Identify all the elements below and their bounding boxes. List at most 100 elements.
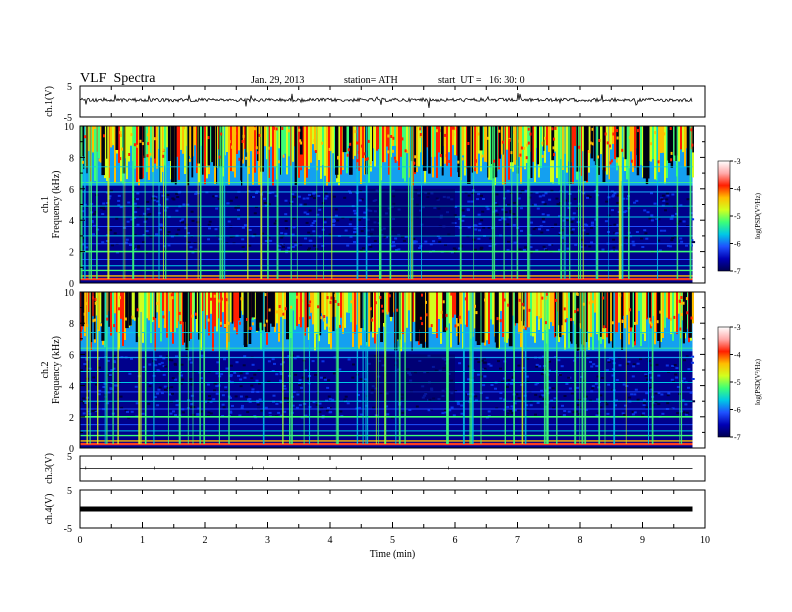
hf-column	[250, 126, 252, 152]
hot-spot	[401, 137, 404, 141]
noise-speck	[536, 401, 540, 404]
noise-speck	[229, 410, 233, 413]
noise-speck	[207, 223, 211, 226]
hot-spot	[94, 318, 97, 322]
noise-speck	[611, 374, 615, 377]
noise-speck	[642, 398, 646, 401]
noise-speck	[190, 210, 194, 213]
hf-column	[110, 292, 112, 336]
noise-speck	[640, 237, 643, 240]
noise-speck	[267, 380, 271, 383]
noise-speck	[644, 375, 648, 377]
noise-speck	[513, 409, 517, 412]
hot-spot	[524, 327, 527, 331]
hot-spot	[392, 136, 395, 140]
hot-spot	[326, 311, 329, 315]
dark-streak	[154, 292, 157, 319]
noise-speck	[666, 244, 670, 247]
hf-column	[324, 292, 326, 330]
noise-speck	[558, 231, 562, 234]
hot-spot	[493, 159, 495, 163]
noise-speck	[466, 209, 470, 212]
hf-column	[626, 292, 628, 315]
hot-spot	[545, 292, 548, 296]
hot-spot	[357, 151, 360, 154]
noise-speck	[306, 213, 310, 216]
noise-speck	[458, 247, 462, 250]
noise-speck	[296, 393, 300, 396]
hf-column	[460, 292, 462, 325]
noise-speck	[343, 398, 347, 401]
hot-spot	[452, 126, 455, 130]
hf-column	[626, 126, 628, 180]
hf-column	[456, 126, 458, 156]
noise-speck	[212, 398, 216, 401]
noise-speck	[477, 213, 481, 216]
noise-speck	[274, 194, 278, 197]
noise-speck	[671, 193, 675, 196]
noise-speck	[352, 209, 356, 212]
noise-speck	[142, 366, 146, 368]
panel-ylabel: ch.2	[40, 362, 51, 379]
noise-speck	[485, 205, 489, 208]
hf-column	[354, 126, 356, 156]
noise-speck	[674, 373, 678, 376]
noise-speck	[535, 363, 539, 366]
noise-speck	[99, 206, 103, 209]
noise-speck	[327, 379, 331, 382]
noise-speck	[553, 397, 557, 400]
hot-spot	[503, 298, 506, 302]
waveform-3	[79, 455, 706, 482]
hf-column	[552, 292, 554, 326]
noise-speck	[480, 246, 484, 249]
hot-spot	[606, 141, 609, 145]
y-tick-label: 4	[69, 216, 74, 227]
noise-speck	[454, 206, 458, 208]
noise-speck	[107, 391, 111, 394]
hf-column	[312, 126, 314, 145]
noise-speck	[633, 411, 637, 414]
noise-speck	[567, 206, 571, 209]
noise-speck	[229, 374, 233, 377]
noise-speck	[106, 402, 110, 405]
noise-speck	[480, 219, 484, 222]
noise-speck	[304, 237, 307, 240]
noise-speck	[542, 220, 546, 223]
noise-speck	[495, 213, 499, 216]
noise-speck	[153, 197, 157, 200]
noise-speck	[164, 389, 167, 391]
noise-speck	[676, 386, 680, 388]
noise-speck	[511, 379, 515, 382]
hot-spot	[256, 151, 259, 155]
noise-speck	[308, 209, 312, 212]
noise-speck	[432, 240, 436, 243]
dark-streak	[251, 292, 255, 318]
hf-column	[664, 292, 666, 328]
colorbar-label: log(PSD(V²/Hz)	[754, 358, 762, 405]
dark-streak	[122, 126, 126, 174]
noise-speck	[483, 357, 487, 360]
hot-spot	[430, 324, 433, 328]
dark-streak	[590, 126, 594, 159]
noise-speck	[513, 402, 517, 405]
hot-spot	[320, 316, 323, 320]
noise-speck	[506, 249, 510, 252]
hot-spot	[136, 308, 139, 312]
start-time-label: start UT = 16: 30: 0	[438, 75, 525, 86]
dark-streak	[583, 126, 588, 181]
hot-spot	[118, 307, 120, 311]
noise-speck	[592, 363, 596, 366]
hot-spot	[574, 310, 577, 314]
hf-column	[506, 126, 508, 150]
noise-speck	[323, 218, 327, 221]
noise-speck	[353, 241, 356, 243]
noise-speck	[284, 213, 288, 216]
noise-speck	[82, 400, 86, 403]
y-tick-label: 0	[69, 444, 74, 455]
noise-speck	[671, 407, 675, 410]
noise-speck	[346, 244, 350, 247]
noise-speck	[516, 408, 520, 411]
noise-speck	[169, 412, 173, 415]
hf-column	[354, 292, 356, 334]
noise-speck	[615, 399, 618, 402]
